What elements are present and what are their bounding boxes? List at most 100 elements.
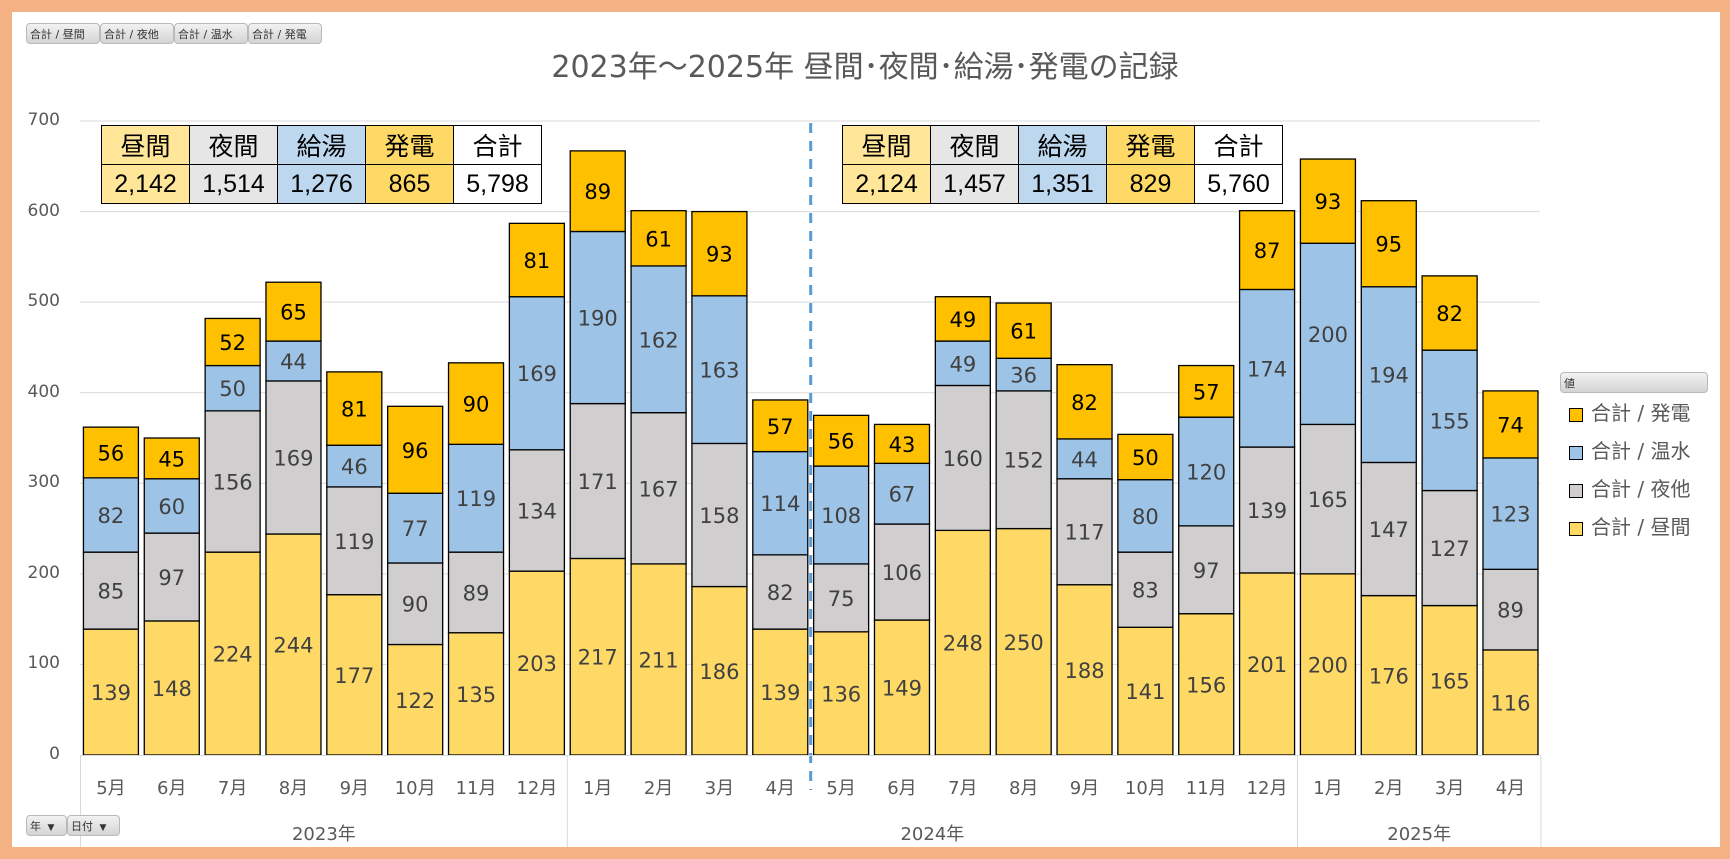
value-generation: 829 bbox=[1106, 164, 1195, 204]
bar-segment bbox=[1360, 286, 1417, 464]
legend-swatch bbox=[1569, 445, 1583, 460]
data-label: 49 bbox=[949, 308, 976, 332]
bar-segment bbox=[691, 585, 748, 756]
data-label: 82 bbox=[98, 504, 125, 528]
bar-segment bbox=[82, 426, 140, 479]
data-label: 224 bbox=[213, 643, 253, 667]
bar-segment bbox=[1117, 433, 1174, 481]
field-button-night[interactable]: 合計 / 夜他 bbox=[100, 23, 174, 44]
value-night: 1,514 bbox=[189, 164, 278, 204]
data-label: 169 bbox=[273, 446, 313, 470]
data-label: 56 bbox=[98, 441, 125, 465]
dropdown-arrow-icon: ▼ bbox=[99, 823, 107, 833]
data-label: 248 bbox=[943, 632, 983, 656]
bar-segment bbox=[82, 628, 140, 756]
field-button-hotwater[interactable]: 合計 / 温水 bbox=[174, 23, 248, 44]
data-label: 50 bbox=[1132, 446, 1159, 470]
data-label: 160 bbox=[943, 447, 983, 471]
header-total: 合計 bbox=[1194, 125, 1283, 165]
year-filter-button[interactable]: 年 ▼ bbox=[26, 815, 67, 836]
x-tick-label: 9月 bbox=[339, 778, 370, 799]
field-button-generation[interactable]: 合計 / 発電 bbox=[248, 23, 322, 44]
data-label: 106 bbox=[882, 561, 922, 585]
bar-segment bbox=[1056, 363, 1113, 440]
data-label: 75 bbox=[828, 587, 855, 611]
data-label: 85 bbox=[98, 580, 125, 604]
bar-segment bbox=[82, 477, 140, 553]
bar-segment bbox=[1056, 478, 1113, 586]
data-label: 203 bbox=[517, 652, 557, 676]
bar-segment bbox=[508, 296, 566, 451]
data-label: 122 bbox=[395, 689, 435, 713]
data-label: 165 bbox=[1430, 669, 1470, 693]
header-hotwater: 給湯 bbox=[277, 125, 366, 165]
data-label: 147 bbox=[1369, 518, 1409, 542]
data-label: 108 bbox=[821, 504, 861, 528]
bar-segment bbox=[508, 570, 566, 756]
value-daytime: 2,142 bbox=[101, 164, 190, 204]
value-night: 1,457 bbox=[930, 164, 1019, 204]
data-label: 167 bbox=[639, 477, 679, 501]
data-label: 217 bbox=[578, 646, 618, 670]
data-label: 80 bbox=[1132, 505, 1159, 529]
field-button-daytime[interactable]: 合計 / 昼間 bbox=[26, 23, 100, 44]
data-label: 43 bbox=[889, 433, 916, 457]
data-label: 81 bbox=[341, 398, 368, 422]
data-label: 156 bbox=[1186, 673, 1226, 697]
bar-segment bbox=[752, 450, 809, 556]
data-label: 95 bbox=[1375, 233, 1402, 257]
bar-segment bbox=[691, 295, 748, 445]
data-label: 93 bbox=[1315, 190, 1342, 214]
bar-segment bbox=[447, 551, 505, 634]
y-tick-label: 500 bbox=[27, 291, 60, 312]
x-tick-label: 12月 bbox=[1246, 778, 1288, 799]
bar-segment bbox=[569, 150, 626, 233]
x-group-label: 2025年 bbox=[1387, 824, 1452, 845]
legend-values-button[interactable]: 値 bbox=[1560, 372, 1708, 393]
x-tick-label: 2月 bbox=[643, 778, 674, 799]
bar-segment bbox=[1178, 613, 1235, 756]
bar-segment bbox=[447, 362, 505, 445]
x-tick-label: 3月 bbox=[1434, 778, 1465, 799]
bar-segment bbox=[387, 562, 444, 646]
header-daytime: 昼間 bbox=[101, 125, 190, 165]
value-total: 5,798 bbox=[453, 164, 542, 204]
data-label: 65 bbox=[280, 301, 307, 325]
date-filter-button[interactable]: 日付 ▼ bbox=[67, 815, 120, 836]
bar-segment bbox=[1299, 158, 1357, 244]
legend-label: 合計 / 昼間 bbox=[1591, 515, 1691, 539]
bar-segment bbox=[1360, 594, 1417, 756]
data-label: 139 bbox=[1247, 499, 1287, 523]
data-label: 162 bbox=[639, 328, 679, 352]
legend-swatch bbox=[1569, 521, 1583, 536]
bar-segment bbox=[995, 390, 1052, 530]
summary-table-2: 昼間 夜間 給湯 発電 合計 2,124 1,457 1,351 829 5,7… bbox=[842, 125, 1283, 204]
bar-segment bbox=[569, 402, 626, 560]
data-label: 97 bbox=[158, 566, 185, 590]
data-label: 176 bbox=[1369, 664, 1409, 688]
data-label: 127 bbox=[1430, 537, 1470, 561]
bar-segment bbox=[1360, 461, 1417, 597]
data-label: 74 bbox=[1497, 413, 1524, 437]
data-label: 152 bbox=[1004, 449, 1044, 473]
x-tick-label: 3月 bbox=[704, 778, 735, 799]
bar-segment bbox=[387, 405, 444, 494]
y-tick-label: 100 bbox=[27, 653, 60, 674]
bar-segment bbox=[1178, 364, 1235, 418]
dropdown-arrow-icon: ▼ bbox=[47, 823, 55, 833]
bar-segment bbox=[1360, 200, 1417, 288]
bar-segment bbox=[204, 317, 261, 367]
x-group-label: 2024年 bbox=[900, 824, 965, 845]
data-label: 134 bbox=[517, 499, 557, 523]
data-label: 67 bbox=[889, 483, 916, 507]
data-label: 139 bbox=[91, 681, 131, 705]
bar-segment bbox=[82, 551, 140, 630]
x-tick-label: 10月 bbox=[1124, 778, 1166, 799]
legend-swatch bbox=[1569, 483, 1583, 498]
value-total: 5,760 bbox=[1194, 164, 1283, 204]
data-label: 89 bbox=[584, 180, 611, 204]
legend-label: 合計 / 発電 bbox=[1591, 401, 1691, 425]
data-label: 169 bbox=[517, 362, 557, 386]
bar-segment bbox=[873, 423, 931, 465]
